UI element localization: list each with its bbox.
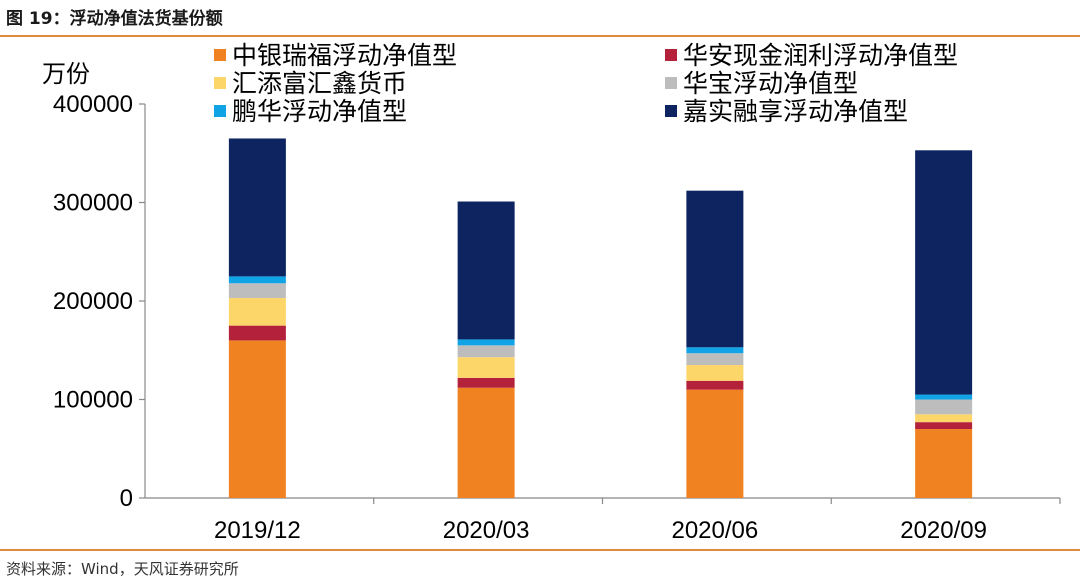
source-note: 资料来源：Wind，天风证券研究所 bbox=[6, 560, 239, 578]
legend-item: 华宝浮动净值型 bbox=[665, 70, 858, 98]
bar-segment bbox=[457, 345, 515, 358]
legend-label: 鹏华浮动净值型 bbox=[232, 97, 408, 126]
legend-label: 汇添富汇鑫货币 bbox=[232, 69, 408, 98]
bar-segment bbox=[228, 283, 286, 299]
bar-segment bbox=[915, 429, 973, 498]
x-tick-labels: 2019/12 2020/03 2020/06 2020/09 bbox=[214, 517, 987, 544]
bar-segment bbox=[915, 414, 973, 423]
bar-segment bbox=[686, 347, 744, 354]
bar-segment bbox=[457, 387, 515, 498]
bar-segment bbox=[686, 380, 744, 390]
y-tick-labels: 0 100000 200000 300000 400000 bbox=[53, 91, 133, 512]
bar-segment bbox=[228, 325, 286, 341]
stacked-bar-chart: 2019/12 2020/03 2020/06 2020/09 0 100000 2000… bbox=[42, 61, 1061, 544]
legend-swatch bbox=[665, 77, 677, 89]
legend-item: 华安现金润利浮动净值型 bbox=[665, 42, 958, 70]
legend-swatch bbox=[665, 49, 677, 61]
legend-label: 嘉实融享浮动净值型 bbox=[683, 97, 909, 126]
bar-segment bbox=[457, 357, 515, 378]
x-tick-label: 2019/12 bbox=[214, 517, 301, 544]
top-rule bbox=[0, 35, 1080, 37]
legend-label: 中银瑞福浮动净值型 bbox=[232, 41, 458, 70]
bar-segment bbox=[228, 340, 286, 498]
y-tick-label: 100000 bbox=[53, 387, 133, 414]
bar-segment bbox=[686, 365, 744, 381]
bar-segment bbox=[915, 422, 973, 430]
legend-swatch bbox=[665, 105, 677, 117]
legend-item: 汇添富汇鑫货币 bbox=[214, 70, 407, 98]
legend-swatch bbox=[214, 49, 226, 61]
legend-item: 中银瑞福浮动净值型 bbox=[214, 42, 457, 70]
bar-segment bbox=[228, 298, 286, 326]
x-tick-label: 2020/03 bbox=[443, 517, 530, 544]
y-axis-label: 万份 bbox=[42, 61, 90, 88]
bar-segment bbox=[457, 201, 515, 340]
bar-segment bbox=[686, 190, 744, 348]
legend-item: 嘉实融享浮动净值型 bbox=[665, 98, 908, 126]
figure-title: 图 19：浮动净值法货基份额 bbox=[6, 9, 223, 29]
bar-segment bbox=[457, 339, 515, 346]
bar-segment bbox=[915, 150, 973, 395]
legend-label: 华安现金润利浮动净值型 bbox=[683, 41, 959, 70]
y-tick-label: 200000 bbox=[53, 288, 133, 315]
bar-segment bbox=[915, 399, 973, 415]
legend-swatch bbox=[214, 105, 226, 117]
bars bbox=[228, 138, 973, 498]
legend-item: 鹏华浮动净值型 bbox=[214, 98, 407, 126]
bar-segment bbox=[915, 394, 973, 400]
y-tick-label: 0 bbox=[120, 485, 133, 512]
bar-segment bbox=[686, 389, 744, 498]
bar-segment bbox=[686, 353, 744, 366]
x-tick-label: 2020/06 bbox=[671, 517, 758, 544]
bottom-rule bbox=[0, 549, 1080, 551]
bar-segment bbox=[228, 138, 286, 277]
x-tick-label: 2020/09 bbox=[900, 517, 987, 544]
legend-swatch bbox=[214, 77, 226, 89]
bar-segment bbox=[457, 377, 515, 388]
legend-label: 华宝浮动净值型 bbox=[683, 69, 859, 98]
bar-segment bbox=[228, 276, 286, 284]
y-tick-label: 400000 bbox=[53, 91, 133, 118]
y-tick-label: 300000 bbox=[53, 190, 133, 217]
axes bbox=[139, 103, 1061, 504]
